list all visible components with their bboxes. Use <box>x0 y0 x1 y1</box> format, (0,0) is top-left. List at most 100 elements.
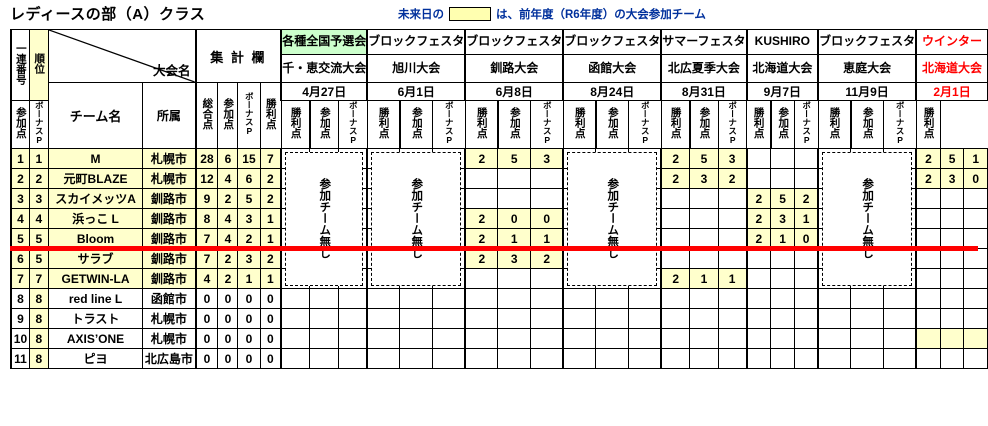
cell-event-2-sub-1 <box>497 188 532 209</box>
cell-event-2-sub-1: 1 <box>497 228 532 249</box>
col-header-total-0: 総合点 <box>194 82 219 149</box>
col-header-event-0-sub-0: 参加点 <box>9 100 30 149</box>
cell-event-7-sub-1 <box>939 328 965 349</box>
col-header-event-3-sub-0: 参加点 <box>496 100 532 149</box>
cell-team-name: red line L <box>47 288 144 309</box>
cell-event-5-sub-1 <box>770 348 796 369</box>
col-header-event-1-sub-0: 参加点 <box>308 100 340 149</box>
cell-event-4-sub-1 <box>689 328 719 349</box>
cell-event-5-sub-0: 2 <box>745 208 772 229</box>
cell-event-2-sub-2: 3 <box>530 148 564 169</box>
cell-event-1-sub-2 <box>432 348 466 369</box>
cell-event-7-sub-0 <box>915 348 941 369</box>
cell-total-1: 0 <box>217 328 239 349</box>
cell-event-3-sub-0 <box>562 288 597 309</box>
cell-event-4-sub-2: 2 <box>717 168 748 189</box>
cell-event-2-sub-1 <box>497 288 532 309</box>
table-row[interactable]: 8 8 red line L 函館市 0 0 0 0 <box>9 288 988 309</box>
col-header-total-label-2: ボーナスP <box>244 92 255 136</box>
cell-event-5-sub-1 <box>770 288 796 309</box>
cell-event-7-sub-2 <box>963 248 988 269</box>
cell-seq: 4 <box>9 208 30 229</box>
cell-rank: 8 <box>28 328 49 349</box>
cell-event-6-sub-1 <box>850 288 884 309</box>
cell-event-2-sub-0 <box>464 288 499 309</box>
cell-event-2-sub-1 <box>497 168 532 189</box>
cell-rank: 1 <box>28 148 49 169</box>
cell-event-2-sub-0 <box>464 348 499 369</box>
col-header-event-7-sub-label-0: 参加点 <box>861 107 874 139</box>
cell-belong: 釧路市 <box>142 268 196 289</box>
cell-event-5-sub-0 <box>745 288 772 309</box>
cell-belong: 札幌市 <box>142 308 196 329</box>
col-header-event-4-sub-1: ボーナスP <box>628 100 662 149</box>
cell-event-5-sub-2 <box>794 248 819 269</box>
tournament-name-line1-3: ブロックフェスタ <box>562 28 662 56</box>
cell-team-name: GETWIN-LA <box>47 268 144 289</box>
cell-total-3: 2 <box>259 168 282 189</box>
legend-suffix: は、前年度（R6年度）の大会参加チーム <box>496 9 706 21</box>
cell-total-2: 3 <box>237 248 261 269</box>
col-header-event-0-sub-1: ボーナスP <box>28 100 49 149</box>
cell-total-0: 9 <box>194 188 219 209</box>
tournament-date-1: 6月1日 <box>366 82 466 101</box>
cell-belong: 札幌市 <box>142 148 196 169</box>
col-header-event-3-sub-2: 勝利点 <box>562 100 597 149</box>
col-header-total-3: 勝利点 <box>259 82 282 149</box>
header-row-event-name: 一連番号 順位 大会名集 計 欄各種全国予選会 ブロックフェスタ ブロックフェスタ ブロッ… <box>9 28 988 101</box>
cell-total-1: 2 <box>217 268 239 289</box>
cell-event-5-sub-0 <box>745 348 772 369</box>
table-row[interactable]: 9 8 トラスト 札幌市 0 0 0 0 <box>9 308 988 329</box>
tournament-name-line1-1: ブロックフェスタ <box>366 28 466 56</box>
cell-event-2-sub-1: 0 <box>497 208 532 229</box>
cell-event-7-sub-2 <box>963 308 988 329</box>
cell-event-4-sub-0 <box>660 288 691 309</box>
table-row[interactable]: 10 8 AXIS’ONE 札幌市 0 0 0 0 <box>9 328 988 349</box>
cell-event-5-sub-0 <box>745 248 772 269</box>
cell-total-2: 6 <box>237 168 261 189</box>
cell-event-2-sub-0: 2 <box>464 148 499 169</box>
corner-diagonal-cell: 大会名 <box>47 29 197 83</box>
col-header-event-4-sub-2: 勝利点 <box>660 100 691 149</box>
cell-seq: 6 <box>9 248 30 269</box>
cell-event-0-sub-2 <box>338 288 368 309</box>
cell-event-2-sub-2 <box>530 268 564 289</box>
table-row[interactable]: 11 8 ピヨ 北広島市 0 0 0 0 <box>9 348 988 369</box>
tournament-name-line2-6: 恵庭大会 <box>817 54 917 83</box>
cell-seq: 9 <box>9 308 30 329</box>
tournament-date-3: 8月24日 <box>562 82 662 101</box>
tournament-name-line2-1: 旭川大会 <box>366 54 466 83</box>
cell-event-5-sub-0 <box>745 148 772 169</box>
cell-event-2-sub-1: 3 <box>497 248 532 269</box>
col-header-event-7-sub-0: 参加点 <box>849 100 884 149</box>
cell-event-4-sub-1: 1 <box>689 268 719 289</box>
totals-group-header: 集 計 欄 <box>194 29 282 83</box>
col-header-seq-label: 一連番号 <box>14 42 27 85</box>
cell-event-2-sub-2: 2 <box>530 248 564 269</box>
cell-event-0-sub-0 <box>280 288 311 309</box>
cell-belong: 釧路市 <box>142 208 196 229</box>
cell-total-1: 0 <box>217 288 239 309</box>
cell-team-name: 浜っこ L <box>47 208 144 229</box>
tournament-name-line2-3: 函館大会 <box>562 54 662 83</box>
cell-event-4-sub-1 <box>689 208 719 229</box>
cell-event-2-sub-0: 2 <box>464 208 499 229</box>
cell-event-7-sub-1 <box>939 188 965 209</box>
col-header-event-6-sub-label-2: 勝利点 <box>828 107 841 139</box>
cell-event-4-sub-2 <box>717 248 748 269</box>
cell-team-name: トラスト <box>47 308 144 329</box>
col-header-event-3-sub-1: ボーナスP <box>530 100 564 149</box>
cell-event-0-sub-0 <box>280 328 311 349</box>
tournament-name-line2-7: 北海道大会 <box>915 54 988 83</box>
cell-total-2: 15 <box>237 148 261 169</box>
tournament-name-line1-0: 各種全国予選会 <box>280 28 368 56</box>
cell-event-3-sub-1 <box>595 308 630 329</box>
cell-event-5-sub-1 <box>770 148 796 169</box>
cell-total-0: 28 <box>194 148 219 169</box>
tournament-date-6: 11月9日 <box>817 82 917 101</box>
col-header-rank-label: 順位 <box>33 53 46 74</box>
col-header-total-label-0: 総合点 <box>201 98 214 130</box>
cell-event-3-sub-2 <box>628 328 662 349</box>
cell-event-4-sub-1: 5 <box>689 148 719 169</box>
cell-total-1: 4 <box>217 168 239 189</box>
